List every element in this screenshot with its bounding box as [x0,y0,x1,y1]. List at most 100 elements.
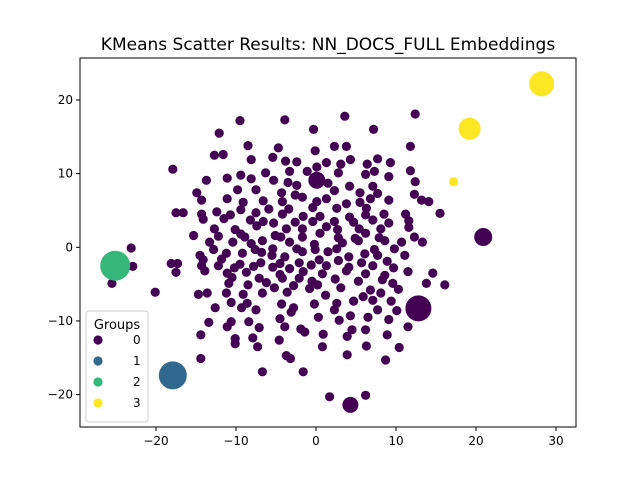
data-point-group-0 [285,353,295,364]
data-point-group-0 [268,262,278,272]
data-point-group-0 [275,258,285,269]
data-point-group-0 [128,261,138,271]
data-point-group-0 [417,237,427,247]
data-point-group-0 [361,390,371,400]
data-point-group-0 [189,230,199,241]
data-point-group-0 [205,237,215,247]
data-point-group-0 [201,175,211,185]
data-point-group-0 [341,141,351,151]
large-point-group-3 [529,71,555,97]
data-point-group-0 [368,181,378,191]
data-point-group-0 [277,273,287,283]
data-point-group-0 [313,280,323,290]
data-point-group-0 [300,327,310,337]
data-point-group-0 [340,111,350,121]
data-point-group-0 [204,317,214,327]
data-point-group-0 [178,208,188,218]
data-point-group-0 [363,312,373,322]
legend-marker-2 [93,377,103,387]
data-point-group-0 [298,367,308,377]
large-point-group-0 [308,171,326,189]
data-point-group-0 [237,303,247,313]
data-point-group-0 [368,295,378,305]
data-point-group-0 [171,208,181,218]
data-point-group-0 [246,174,256,184]
data-point-group-0 [258,216,268,227]
data-point-group-0 [384,195,394,205]
data-point-group-0 [345,155,355,165]
data-point-group-0 [435,208,445,218]
legend-marker-0 [93,335,103,345]
data-point-group-0 [384,218,394,228]
data-point-group-0 [224,278,234,288]
data-point-group-0 [297,224,307,234]
data-point-group-0 [341,266,351,276]
data-point-group-0 [200,266,210,276]
data-point-group-0 [404,216,414,226]
data-point-group-0 [213,261,223,271]
legend-label-3: 3 [133,396,141,410]
data-point-group-0 [321,194,331,204]
data-point-group-0 [230,339,240,349]
data-point-group-0 [256,258,266,268]
data-point-group-0 [355,197,365,207]
x-tick-label: 30 [548,434,563,448]
data-point-group-0 [218,149,228,160]
y-tick-label: 20 [58,93,73,107]
data-point-group-0 [377,275,387,285]
data-point-group-0 [329,305,339,315]
legend-label-1: 1 [133,354,141,368]
data-point-group-0 [388,278,398,288]
data-point-group-0 [283,177,293,188]
data-point-group-0 [334,315,344,325]
data-point-group-0 [361,269,371,279]
data-point-group-0 [286,307,296,317]
data-point-group-0 [394,342,404,353]
data-point-group-0 [257,236,267,246]
data-point-group-0 [219,214,229,224]
data-point-group-0 [281,224,291,234]
data-point-group-0 [193,289,203,299]
data-point-group-0 [405,141,415,151]
data-point-group-0 [308,216,318,227]
data-point-group-0 [349,296,359,306]
data-point-group-0 [107,278,117,288]
data-point-group-0 [210,303,220,313]
data-point-group-0 [345,311,355,321]
data-point-group-0 [404,222,414,232]
data-point-group-0 [329,141,339,151]
data-point-group-0 [353,236,363,246]
data-point-group-0 [424,197,434,207]
data-point-group-0 [362,159,372,169]
data-point-group-0 [365,285,375,295]
y-tick-label: 0 [65,240,73,254]
data-point-group-0 [373,305,383,315]
data-point-group-0 [329,186,339,196]
data-point-group-0 [428,268,438,278]
data-point-group-0 [196,353,206,364]
data-point-group-0 [325,392,335,402]
data-point-group-0 [369,166,379,176]
data-point-group-0 [213,231,223,241]
data-point-group-0 [297,247,307,257]
data-point-group-0 [222,173,232,183]
data-point-group-0 [248,333,258,343]
data-point-group-0 [368,261,378,271]
data-point-group-0 [440,280,450,290]
data-point-group-0 [277,209,287,219]
data-point-group-0 [405,166,415,176]
data-point-group-0 [281,156,291,166]
data-point-group-0 [361,169,371,179]
data-point-group-0 [317,269,327,279]
data-point-group-0 [336,283,346,293]
data-point-group-0 [321,222,331,232]
data-point-group-0 [197,195,207,205]
data-point-group-0 [392,306,402,316]
data-point-group-0 [389,263,399,273]
data-point-group-0 [209,150,219,160]
data-point-group-0 [369,124,379,134]
data-point-group-0 [237,248,247,258]
data-point-group-0 [166,258,176,269]
data-point-group-0 [347,325,357,335]
data-point-group-0 [238,289,248,299]
